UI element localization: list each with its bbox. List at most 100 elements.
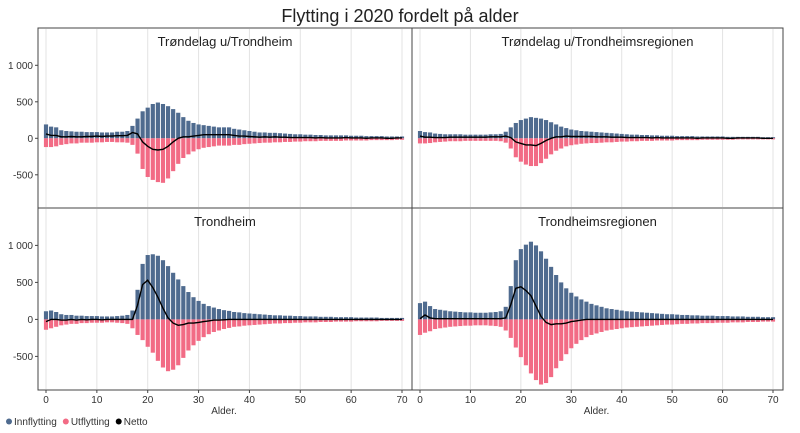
bar-innflytting bbox=[338, 317, 344, 320]
legend: Innflytting Utflytting Netto bbox=[6, 417, 148, 428]
bar-utflytting bbox=[140, 319, 145, 341]
bar-innflytting bbox=[493, 312, 498, 320]
bar-utflytting bbox=[448, 138, 453, 142]
bar-innflytting bbox=[252, 313, 257, 320]
bar-innflytting bbox=[584, 301, 589, 320]
bar-utflytting bbox=[483, 319, 488, 326]
bar-innflytting bbox=[99, 132, 105, 139]
bar-utflytting bbox=[328, 138, 333, 141]
bar-innflytting bbox=[518, 249, 523, 320]
bar-innflytting bbox=[206, 125, 211, 139]
bar-utflytting bbox=[740, 319, 745, 323]
bar-utflytting bbox=[359, 319, 364, 322]
bar-innflytting bbox=[110, 132, 115, 139]
bar-utflytting bbox=[354, 138, 359, 141]
bar-utflytting bbox=[150, 319, 155, 353]
bar-utflytting bbox=[458, 319, 463, 327]
bar-utflytting bbox=[59, 138, 64, 145]
bar-innflytting bbox=[394, 317, 399, 320]
bar-utflytting bbox=[145, 319, 150, 347]
bar-innflytting bbox=[84, 316, 89, 320]
bar-innflytting bbox=[695, 315, 700, 320]
bar-utflytting bbox=[604, 138, 609, 143]
legend-item: Utflytting bbox=[62, 417, 110, 428]
bar-innflytting bbox=[247, 131, 252, 139]
bar-utflytting bbox=[488, 319, 493, 326]
bar-utflytting bbox=[690, 138, 695, 141]
bar-utflytting bbox=[115, 138, 120, 143]
bar-innflytting bbox=[150, 103, 155, 139]
bar-utflytting bbox=[196, 138, 201, 150]
bar-innflytting bbox=[298, 134, 303, 139]
bar-innflytting bbox=[384, 317, 389, 320]
bar-utflytting bbox=[508, 138, 513, 149]
bar-utflytting bbox=[267, 319, 272, 324]
bar-utflytting bbox=[443, 138, 448, 142]
bar-innflytting bbox=[181, 117, 186, 139]
legend-marker bbox=[6, 418, 12, 425]
bar-innflytting bbox=[488, 312, 493, 320]
x-tick-label: 40 bbox=[616, 395, 628, 406]
bar-innflytting bbox=[318, 316, 323, 320]
bar-innflytting bbox=[89, 132, 94, 139]
bar-utflytting bbox=[94, 138, 99, 143]
bar-utflytting bbox=[84, 138, 89, 143]
bar-innflytting bbox=[614, 309, 619, 320]
bar-innflytting bbox=[665, 135, 670, 139]
bar-innflytting bbox=[74, 315, 79, 320]
x-tick-label: 50 bbox=[667, 395, 679, 406]
bar-utflytting bbox=[369, 138, 374, 141]
bar-innflytting bbox=[463, 134, 468, 139]
bar-utflytting bbox=[328, 319, 333, 322]
bar-utflytting bbox=[735, 138, 740, 140]
bar-utflytting bbox=[680, 319, 685, 324]
bar-innflytting bbox=[700, 315, 705, 320]
bar-innflytting bbox=[478, 134, 483, 139]
bar-innflytting bbox=[685, 314, 690, 320]
bar-utflytting bbox=[313, 319, 318, 323]
bar-innflytting bbox=[417, 303, 423, 320]
bar-utflytting bbox=[624, 319, 629, 328]
bar-innflytting bbox=[659, 135, 665, 139]
bar-utflytting bbox=[443, 319, 448, 328]
bar-utflytting bbox=[257, 319, 262, 325]
bar-utflytting bbox=[206, 319, 211, 335]
bar-innflytting bbox=[389, 317, 394, 320]
bar-utflytting bbox=[770, 319, 776, 322]
bar-utflytting bbox=[695, 138, 700, 141]
bar-innflytting bbox=[191, 297, 196, 320]
bar-utflytting bbox=[533, 138, 539, 167]
bar-utflytting bbox=[354, 319, 359, 322]
bar-utflytting bbox=[574, 319, 579, 344]
bar-innflytting bbox=[282, 315, 288, 320]
bar-utflytting bbox=[252, 319, 257, 325]
bar-utflytting bbox=[343, 138, 349, 141]
bar-innflytting bbox=[277, 315, 283, 320]
bar-utflytting bbox=[513, 138, 518, 158]
bar-utflytting bbox=[659, 319, 665, 325]
bar-utflytting bbox=[700, 319, 705, 324]
bar-utflytting bbox=[533, 319, 539, 381]
bar-utflytting bbox=[104, 319, 110, 323]
bar-utflytting bbox=[145, 138, 150, 177]
bar-utflytting bbox=[130, 319, 135, 329]
bar-utflytting bbox=[488, 138, 493, 141]
bar-innflytting bbox=[176, 112, 181, 139]
bar-utflytting bbox=[257, 138, 262, 144]
bar-innflytting bbox=[503, 306, 508, 320]
bar-innflytting bbox=[354, 135, 359, 139]
x-tick-label: 0 bbox=[417, 395, 423, 406]
bar-innflytting bbox=[196, 124, 201, 139]
bar-innflytting bbox=[104, 316, 110, 320]
bar-utflytting bbox=[518, 138, 523, 162]
bar-utflytting bbox=[609, 319, 614, 330]
bar-innflytting bbox=[503, 131, 508, 139]
bar-innflytting bbox=[237, 129, 242, 139]
bar-innflytting bbox=[594, 132, 599, 139]
bar-utflytting bbox=[364, 319, 369, 322]
bar-utflytting bbox=[104, 138, 110, 142]
bar-utflytting bbox=[523, 319, 528, 366]
bar-utflytting bbox=[252, 138, 257, 144]
bar-utflytting bbox=[43, 319, 49, 330]
bar-innflytting bbox=[463, 312, 468, 320]
